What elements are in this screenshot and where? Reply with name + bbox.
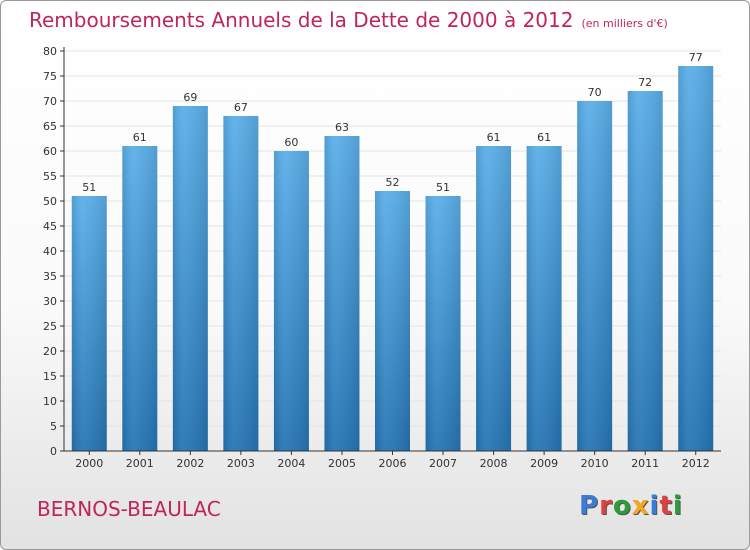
logo-letter: r xyxy=(599,491,613,521)
y-tick-label: 15 xyxy=(43,370,57,383)
chart-title: Remboursements Annuels de la Dette de 20… xyxy=(29,8,668,32)
y-tick-label: 60 xyxy=(43,145,57,158)
data-label-2007: 51 xyxy=(436,181,450,194)
bar-shade-2011 xyxy=(627,91,663,451)
y-tick-label: 75 xyxy=(43,70,57,83)
data-label-2011: 72 xyxy=(638,76,652,89)
x-tick-label-2008: 2008 xyxy=(480,457,508,470)
x-tick-label-2004: 2004 xyxy=(277,457,305,470)
bar-shade-2012 xyxy=(678,66,714,451)
x-tick-label-2012: 2012 xyxy=(682,457,710,470)
y-tick-label: 20 xyxy=(43,345,57,358)
logo-letter: i xyxy=(672,491,683,521)
data-label-2004: 60 xyxy=(284,136,298,149)
y-tick-label: 35 xyxy=(43,270,57,283)
x-tick-label-2002: 2002 xyxy=(176,457,204,470)
logo-letter: o xyxy=(612,491,632,521)
data-label-2010: 70 xyxy=(588,86,602,99)
x-tick-label-2005: 2005 xyxy=(328,457,356,470)
y-tick-label: 45 xyxy=(43,220,57,233)
logo-letter: x xyxy=(631,491,650,521)
commune-name: BERNOS-BEAULAC xyxy=(37,497,221,521)
bar-shade-2000 xyxy=(71,196,107,451)
data-label-2008: 61 xyxy=(487,131,501,144)
chart-title-unit: (en milliers d'€) xyxy=(581,17,668,30)
y-tick-label: 0 xyxy=(50,445,57,458)
x-tick-label-2011: 2011 xyxy=(631,457,659,470)
bar-shade-2009 xyxy=(526,146,562,451)
logo-letter: i xyxy=(649,491,660,521)
bar-shade-2008 xyxy=(476,146,512,451)
labels: 0 5 10 15 20 25 30 35 40 45 50 55 60 65 70 75 80 51 2000 61… xyxy=(43,45,710,470)
bar-shade-2003 xyxy=(223,116,259,451)
data-label-2002: 69 xyxy=(183,91,197,104)
x-tick-label-2007: 2007 xyxy=(429,457,457,470)
bar-shade-2004 xyxy=(273,151,309,451)
bars xyxy=(71,66,714,451)
logo-letter: t xyxy=(659,491,673,521)
x-tick-label-2009: 2009 xyxy=(530,457,558,470)
y-tick-label: 5 xyxy=(50,420,57,433)
data-label-2009: 61 xyxy=(537,131,551,144)
data-label-2000: 51 xyxy=(82,181,96,194)
data-label-2005: 63 xyxy=(335,121,349,134)
data-label-2003: 67 xyxy=(234,101,248,114)
bar-shade-2005 xyxy=(324,136,360,451)
y-tick-label: 55 xyxy=(43,170,57,183)
y-tick-label: 40 xyxy=(43,245,57,258)
y-tick-label: 80 xyxy=(43,45,57,58)
bar-shade-2007 xyxy=(425,196,461,451)
y-tick-label: 50 xyxy=(43,195,57,208)
bar-shade-2006 xyxy=(375,191,410,451)
y-tick-label: 70 xyxy=(43,95,57,108)
y-tick-label: 25 xyxy=(43,320,57,333)
data-label-2001: 61 xyxy=(133,131,147,144)
proxiti-logo: Proxiti xyxy=(579,491,683,521)
y-tick-label: 30 xyxy=(43,295,57,308)
bar-shade-2001 xyxy=(122,146,158,451)
bar-shade-2010 xyxy=(577,101,613,451)
axes xyxy=(60,47,721,455)
y-tick-label: 10 xyxy=(43,395,57,408)
chart-title-main: Remboursements Annuels de la Dette de 20… xyxy=(29,8,574,32)
x-tick-label-2010: 2010 xyxy=(581,457,609,470)
x-tick-label-2006: 2006 xyxy=(379,457,407,470)
y-tick-label: 65 xyxy=(43,120,57,133)
logo-letter: P xyxy=(579,491,600,521)
bar-shade-2002 xyxy=(172,106,208,451)
x-tick-label-2003: 2003 xyxy=(227,457,255,470)
data-label-2006: 52 xyxy=(386,176,400,189)
data-label-2012: 77 xyxy=(689,51,703,64)
x-tick-label-2000: 2000 xyxy=(75,457,103,470)
x-tick-label-2001: 2001 xyxy=(126,457,154,470)
